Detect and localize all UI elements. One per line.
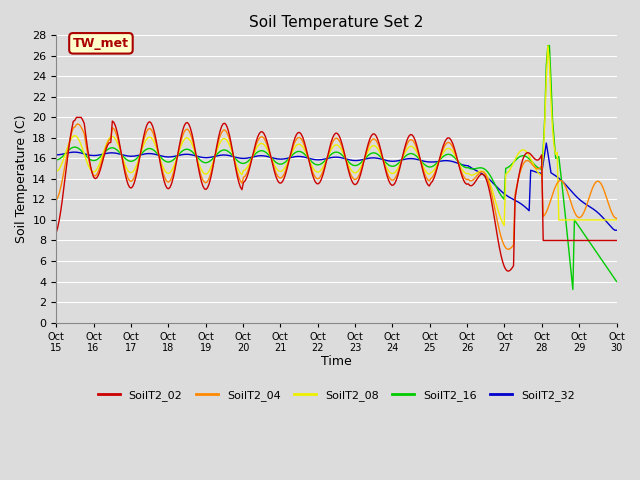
SoilT2_04 (122, 171, 130, 177)
SoilT2_32 (52, 152, 60, 158)
SoilT2_04 (52, 198, 60, 204)
Line: SoilT2_32: SoilT2_32 (56, 143, 616, 230)
SoilT2_32 (220, 152, 227, 158)
SoilT2_04 (584, 197, 592, 203)
SoilT2_04 (505, 246, 513, 252)
X-axis label: Time: Time (321, 355, 352, 368)
SoilT2_16 (584, 238, 592, 243)
SoilT2_04 (239, 174, 247, 180)
SoilT2_08 (584, 217, 592, 223)
SoilT2_02 (299, 134, 307, 140)
SoilT2_02 (239, 180, 247, 185)
SoilT2_02 (249, 152, 257, 157)
SoilT2_08 (52, 168, 60, 174)
SoilT2_16 (544, 43, 552, 48)
Title: Soil Temperature Set 2: Soil Temperature Set 2 (249, 15, 424, 30)
SoilT2_16 (298, 149, 305, 155)
SoilT2_02 (72, 115, 80, 120)
SoilT2_08 (248, 156, 255, 162)
SoilT2_16 (52, 157, 60, 163)
Line: SoilT2_02: SoilT2_02 (56, 118, 616, 271)
SoilT2_16 (220, 147, 227, 153)
Line: SoilT2_04: SoilT2_04 (56, 124, 616, 249)
SoilT2_32 (612, 228, 620, 233)
SoilT2_32 (238, 156, 246, 161)
SoilT2_16 (238, 160, 246, 166)
SoilT2_16 (569, 287, 577, 292)
SoilT2_04 (249, 152, 257, 158)
SoilT2_08 (612, 217, 620, 223)
Line: SoilT2_08: SoilT2_08 (56, 46, 616, 226)
SoilT2_08 (220, 136, 227, 142)
SoilT2_02 (505, 268, 513, 274)
Legend: SoilT2_02, SoilT2_04, SoilT2_08, SoilT2_16, SoilT2_32: SoilT2_02, SoilT2_04, SoilT2_08, SoilT2_… (93, 385, 580, 405)
SoilT2_02 (612, 238, 620, 243)
Line: SoilT2_16: SoilT2_16 (56, 46, 616, 289)
SoilT2_32 (543, 140, 550, 146)
SoilT2_32 (298, 154, 305, 159)
SoilT2_08 (298, 142, 305, 148)
SoilT2_16 (248, 155, 255, 161)
SoilT2_02 (584, 238, 592, 243)
SoilT2_04 (612, 216, 620, 221)
SoilT2_32 (121, 153, 129, 158)
SoilT2_08 (121, 161, 129, 167)
SoilT2_08 (544, 43, 552, 48)
SoilT2_02 (122, 176, 130, 182)
SoilT2_32 (248, 155, 255, 160)
SoilT2_32 (583, 202, 591, 208)
Text: TW_met: TW_met (73, 37, 129, 50)
SoilT2_04 (74, 121, 82, 127)
SoilT2_32 (611, 228, 619, 233)
Y-axis label: Soil Temperature (C): Soil Temperature (C) (15, 115, 28, 243)
SoilT2_16 (612, 278, 620, 284)
SoilT2_08 (500, 223, 508, 228)
SoilT2_04 (221, 127, 228, 133)
SoilT2_16 (121, 155, 129, 161)
SoilT2_04 (299, 139, 307, 144)
SoilT2_02 (52, 230, 60, 236)
SoilT2_02 (221, 120, 228, 126)
SoilT2_08 (238, 172, 246, 178)
